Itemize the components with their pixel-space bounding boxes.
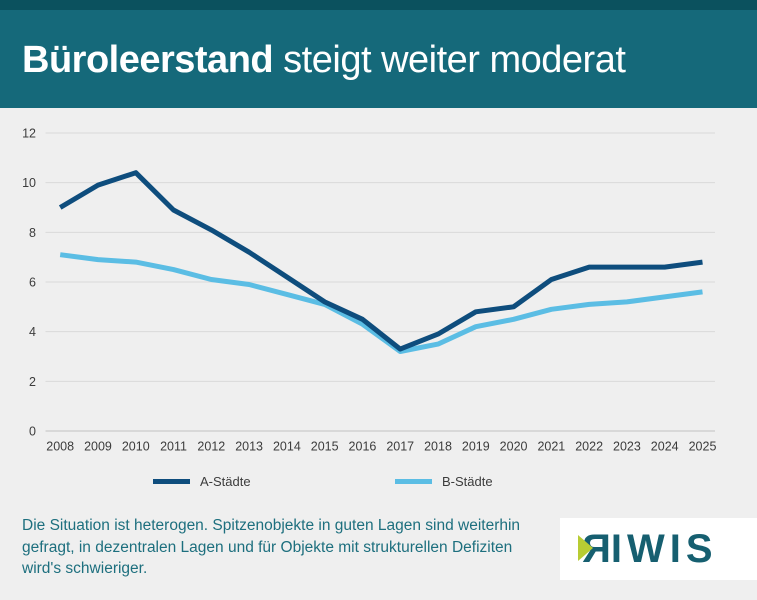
x-tick-label: 2010 xyxy=(122,440,150,454)
x-tick-label: 2008 xyxy=(46,440,74,454)
x-tick-label: 2022 xyxy=(575,440,603,454)
y-tick-label: 12 xyxy=(22,127,36,141)
y-tick-label: 8 xyxy=(29,226,36,240)
x-tick-label: 2019 xyxy=(462,440,490,454)
x-tick-label: 2021 xyxy=(537,440,565,454)
x-tick-label: 2023 xyxy=(613,440,641,454)
legend-label-a-staedte: A-Städte xyxy=(200,474,251,489)
x-tick-label: 2016 xyxy=(349,440,377,454)
riwis-logo-triangle-icon xyxy=(578,535,593,561)
y-tick-label: 4 xyxy=(29,325,36,339)
riwis-logo-text: RIWIS xyxy=(577,527,718,572)
y-tick-label: 6 xyxy=(29,276,36,290)
x-tick-label: 2025 xyxy=(689,440,717,454)
x-tick-label: 2012 xyxy=(197,440,225,454)
x-tick-label: 2009 xyxy=(84,440,112,454)
header-top-strip xyxy=(0,0,757,10)
x-tick-label: 2013 xyxy=(235,440,263,454)
y-tick-label: 2 xyxy=(29,375,36,389)
x-tick-label: 2011 xyxy=(160,440,187,454)
x-tick-label: 2018 xyxy=(424,440,452,454)
header-banner: Büroleerstand steigt weiter moderat xyxy=(0,0,757,108)
x-tick-label: 2015 xyxy=(311,440,339,454)
footer-note-line: Die Situation ist heterogen. Spitzenobje… xyxy=(22,517,521,534)
legend-label-b-staedte: B-Städte xyxy=(442,474,493,489)
b-staedte-line-swatch xyxy=(395,479,432,484)
legend-item-a-staedte: A-Städte xyxy=(153,474,251,489)
y-tick-label: 0 xyxy=(29,425,36,439)
footer-note-line: gefragt, in dezentralen Lagen und für Ob… xyxy=(22,538,513,556)
x-tick-label: 2020 xyxy=(500,440,528,454)
legend-item-b-staedte: B-Städte xyxy=(395,474,493,489)
series-line-a-staedte xyxy=(58,170,703,352)
x-tick-label: 2017 xyxy=(386,440,414,454)
riwis-logo: RIWIS xyxy=(560,518,757,580)
series-line-b-staedte xyxy=(59,252,703,354)
page-title-rest: steigt weiter moderat xyxy=(273,39,626,81)
footer-note: Die Situation ist heterogen. Spitzenobje… xyxy=(22,515,557,580)
page-title-bold: Büroleerstand xyxy=(22,39,274,81)
riwis-logo-rest: IWIS xyxy=(610,527,718,571)
a-staedte-line-swatch xyxy=(153,479,190,484)
y-tick-label: 10 xyxy=(22,176,36,190)
page-title: Büroleerstand steigt weiter moderat xyxy=(22,39,626,82)
x-tick-label: 2014 xyxy=(273,440,301,454)
x-tick-label: 2024 xyxy=(651,440,679,454)
footer-note-line: wird's schwieriger. xyxy=(22,560,148,577)
